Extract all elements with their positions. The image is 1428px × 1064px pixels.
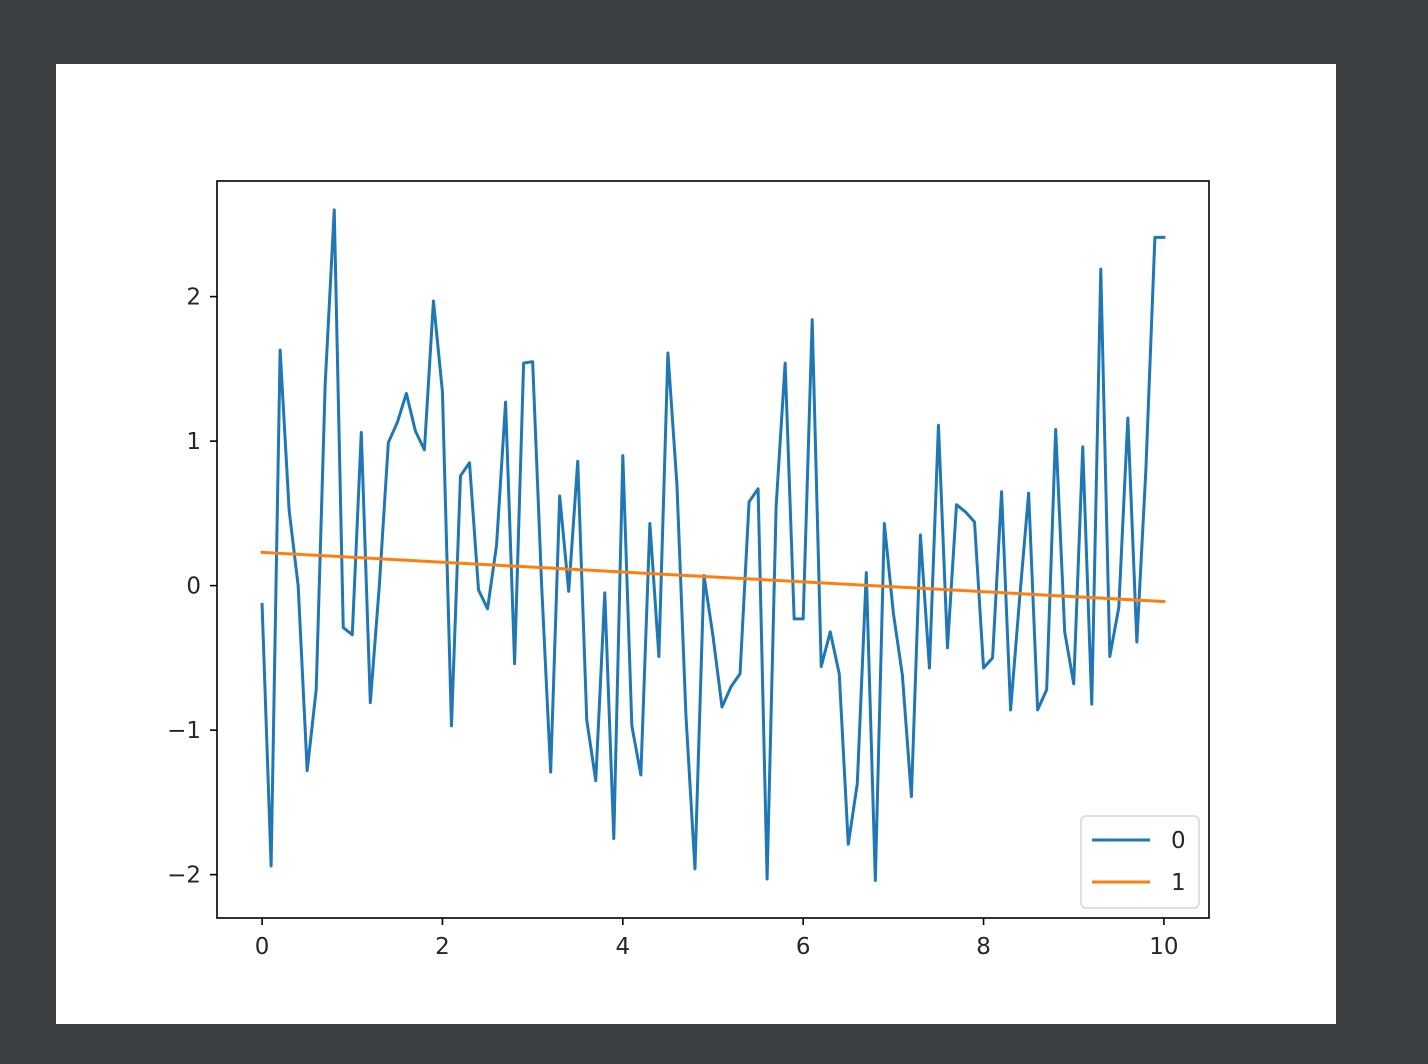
- y-tick-label: 1: [186, 429, 201, 455]
- y-tick-label: −1: [167, 718, 201, 744]
- series-lines: [260, 208, 1166, 882]
- x-tick-label: 2: [435, 934, 450, 960]
- legend-label-1: 1: [1171, 870, 1186, 896]
- x-tick-label: 10: [1149, 934, 1178, 960]
- axis-ticks: 0 2 4 6 8 10 −2 −1 0 1 2: [167, 285, 1178, 960]
- y-tick-label: 0: [186, 574, 201, 600]
- axes-frame: [216, 180, 1210, 919]
- series-line-1: [260, 550, 1166, 604]
- x-tick-label: 4: [615, 934, 630, 960]
- x-tick-label: 0: [255, 934, 270, 960]
- y-tick-label: 2: [186, 285, 201, 311]
- x-tick-label: 8: [976, 934, 991, 960]
- x-tick-label: 6: [796, 934, 811, 960]
- y-tick-label: −2: [167, 863, 201, 889]
- legend: 01: [1080, 815, 1200, 909]
- legend-label-0: 0: [1171, 828, 1186, 854]
- series-line-0: [260, 208, 1166, 882]
